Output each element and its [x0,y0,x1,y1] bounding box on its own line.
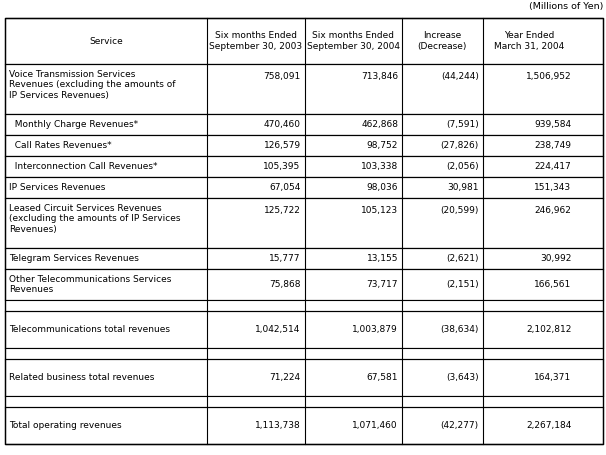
Text: Monthly Charge Revenues*: Monthly Charge Revenues* [9,120,138,129]
Text: 470,460: 470,460 [264,120,301,129]
Text: 75,868: 75,868 [269,280,301,289]
Bar [5,407,603,444]
Text: 238,749: 238,749 [534,141,571,150]
Text: 71,224: 71,224 [270,373,301,382]
Text: Telegram Services Revenues: Telegram Services Revenues [9,254,139,263]
Text: 151,343: 151,343 [534,183,571,192]
Text: (44,244): (44,244) [441,72,479,81]
Bar [5,198,603,248]
Text: 73,717: 73,717 [367,280,398,289]
Text: Other Telecommunications Services
Revenues: Other Telecommunications Services Revenu… [9,275,171,294]
Text: 246,962: 246,962 [534,206,571,215]
Text: 758,091: 758,091 [264,72,301,81]
Bar [5,311,603,348]
Text: Year Ended
March 31, 2004: Year Ended March 31, 2004 [494,31,564,51]
Bar [5,348,603,359]
Text: 166,561: 166,561 [534,280,571,289]
Text: (Millions of Yen): (Millions of Yen) [528,2,603,11]
Text: 15,777: 15,777 [269,254,301,263]
Text: Leased Circuit Services Revenues
(excluding the amounts of IP Services
Revenues): Leased Circuit Services Revenues (exclud… [9,204,181,234]
Text: 224,417: 224,417 [534,162,571,171]
Text: 2,102,812: 2,102,812 [526,325,571,334]
Text: 105,395: 105,395 [264,162,301,171]
Bar [5,114,603,135]
Text: 67,054: 67,054 [269,183,301,192]
Bar [5,135,603,156]
Text: 939,584: 939,584 [534,120,571,129]
Text: (2,056): (2,056) [446,162,479,171]
Bar [5,156,603,177]
Bar [5,18,603,64]
Text: (7,591): (7,591) [446,120,479,129]
Text: Telecommunications total revenues: Telecommunications total revenues [9,325,170,334]
Text: IP Services Revenues: IP Services Revenues [9,183,105,192]
Text: 103,338: 103,338 [361,162,398,171]
Text: 164,371: 164,371 [534,373,571,382]
Text: 30,981: 30,981 [447,183,479,192]
Text: (3,643): (3,643) [446,373,479,382]
Text: 126,579: 126,579 [264,141,301,150]
Text: Related business total revenues: Related business total revenues [9,373,155,382]
Text: Interconnection Call Revenues*: Interconnection Call Revenues* [9,162,158,171]
Text: Six months Ended
September 30, 2003: Six months Ended September 30, 2003 [209,31,302,51]
Text: 1,071,460: 1,071,460 [353,421,398,430]
Bar [5,269,603,300]
Text: 462,868: 462,868 [361,120,398,129]
Text: Service: Service [89,36,123,46]
Text: 1,042,514: 1,042,514 [255,325,301,334]
Text: 1,113,738: 1,113,738 [255,421,301,430]
Text: 98,036: 98,036 [367,183,398,192]
Text: Voice Transmission Services
Revenues (excluding the amounts of
IP Services Reven: Voice Transmission Services Revenues (ex… [9,70,176,100]
Text: 105,123: 105,123 [361,206,398,215]
Text: 1,003,879: 1,003,879 [352,325,398,334]
Text: (42,277): (42,277) [441,421,479,430]
Text: Call Rates Revenues*: Call Rates Revenues* [9,141,112,150]
Bar [5,359,603,396]
Bar [5,300,603,311]
Text: 1,506,952: 1,506,952 [526,72,571,81]
Bar [5,177,603,198]
Text: (2,151): (2,151) [446,280,479,289]
Text: (27,826): (27,826) [441,141,479,150]
Text: 30,992: 30,992 [540,254,571,263]
Text: (20,599): (20,599) [441,206,479,215]
Text: Total operating revenues: Total operating revenues [9,421,122,430]
Text: (2,621): (2,621) [446,254,479,263]
Text: Six months Ended
September 30, 2004: Six months Ended September 30, 2004 [307,31,400,51]
Text: 713,846: 713,846 [361,72,398,81]
Text: 13,155: 13,155 [367,254,398,263]
Text: (38,634): (38,634) [441,325,479,334]
Text: 125,722: 125,722 [264,206,301,215]
Bar [5,248,603,269]
Text: Increase
(Decrease): Increase (Decrease) [418,31,467,51]
Bar [5,64,603,114]
Text: 67,581: 67,581 [367,373,398,382]
Text: 2,267,184: 2,267,184 [526,421,571,430]
Bar [5,396,603,407]
Text: 98,752: 98,752 [367,141,398,150]
